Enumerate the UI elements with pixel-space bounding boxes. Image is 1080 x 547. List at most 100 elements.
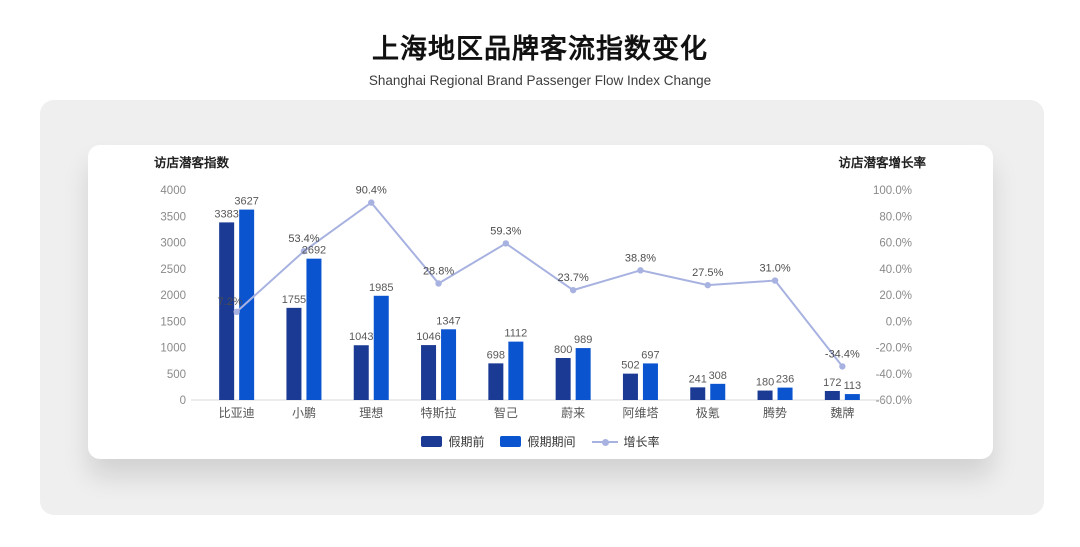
bar-value-label: 3627 <box>234 196 258 208</box>
bar-value-label: 1985 <box>369 282 393 294</box>
left-axis-tick: 2500 <box>160 264 186 276</box>
growth-rate-label: 38.8% <box>625 252 656 264</box>
right-axis-tick: 40.0% <box>879 264 912 276</box>
bar-value-label: 1046 <box>416 331 440 343</box>
right-axis-tick: 100.0% <box>873 185 912 197</box>
bar-假期前 <box>421 345 437 400</box>
bar-value-label: 180 <box>756 377 774 389</box>
bar-假期前 <box>353 345 369 400</box>
growth-rate-point <box>771 277 779 284</box>
flow-index-chart: 访店潜客指数 访店潜客增长率 0 500 1000 1500 2000 2500 3000 350… <box>154 155 926 420</box>
left-axis-tick: 4000 <box>160 185 186 197</box>
right-axis-title: 访店潜客增长率 <box>838 155 926 170</box>
bar-value-label: 113 <box>844 380 862 392</box>
legend-label-during-holiday: 假期期间 <box>527 435 576 449</box>
growth-rate-label: -34.4% <box>825 348 860 360</box>
right-axis-tick: 0.0% <box>886 316 912 328</box>
growth-rate-line <box>235 201 844 368</box>
bar-value-label: 1112 <box>504 328 527 340</box>
bar-value-label: 989 <box>574 334 592 346</box>
chart-legend: 假期前 假期期间 增长率 <box>88 433 993 450</box>
bar-假期前 <box>757 390 773 400</box>
bar-value-label: 1755 <box>282 294 306 306</box>
legend-label-before-holiday: 假期前 <box>448 435 485 449</box>
growth-rate-label: 7.2% <box>218 296 243 308</box>
bar-value-label: 697 <box>641 349 659 361</box>
category-label: 腾势 <box>763 405 787 420</box>
growth-rate-label: 53.4% <box>288 233 319 245</box>
growth-rate-label: 23.7% <box>558 272 589 284</box>
bar-假期前 <box>824 390 840 400</box>
bar-假期前 <box>622 373 638 400</box>
category-label: 特斯拉 <box>421 405 457 420</box>
legend-item-during-holiday[interactable]: 假期期间 <box>500 433 576 450</box>
right-axis-tick: -60.0% <box>876 395 912 407</box>
growth-rate-point <box>839 363 846 370</box>
growth-rate-point <box>233 308 240 315</box>
category-label: 小鹏 <box>292 406 316 420</box>
right-axis-tick: -40.0% <box>876 369 912 381</box>
during-holiday-swatch <box>500 436 522 447</box>
left-axis-tick: 1000 <box>160 343 186 355</box>
bar-假期前 <box>690 387 706 400</box>
left-axis-title: 访店潜客指数 <box>154 155 230 170</box>
category-label: 理想 <box>359 405 383 420</box>
bar-假期前 <box>219 222 235 400</box>
legend-item-growth-rate[interactable]: 增长率 <box>591 433 660 450</box>
growth-rate-point <box>637 267 644 274</box>
bar-value-label: 698 <box>487 349 505 361</box>
left-axis-tick: 2000 <box>160 290 186 302</box>
left-axis-tick: 1500 <box>160 316 186 328</box>
category-label: 魏牌 <box>830 405 854 420</box>
category-label: 阿维塔 <box>622 406 658 420</box>
bar-假期期间 <box>508 341 524 400</box>
bar-假期前 <box>488 363 504 400</box>
bar-value-label: 1347 <box>436 315 460 327</box>
bar-value-label: 241 <box>689 373 707 385</box>
bar-假期期间 <box>239 209 255 400</box>
category-label: 极氪 <box>696 405 720 420</box>
category-label: 蔚来 <box>561 406 585 420</box>
category-label: 智己 <box>494 405 518 420</box>
left-axis-tick: 500 <box>167 369 186 381</box>
category-label: 比亚迪 <box>219 406 255 420</box>
bar-假期期间 <box>777 387 793 400</box>
right-axis-tick: 20.0% <box>879 290 912 302</box>
growth-rate-label: 59.3% <box>490 225 521 237</box>
page-header: 上海地区品牌客流指数变化 Shanghai Regional Brand Pas… <box>0 0 1080 88</box>
page-subtitle: Shanghai Regional Brand Passenger Flow I… <box>368 73 712 88</box>
right-axis-tick: 80.0% <box>879 211 912 223</box>
before-holiday-swatch <box>421 436 443 447</box>
growth-rate-label: 31.0% <box>759 263 790 275</box>
bar-value-label: 2692 <box>302 245 326 257</box>
page-title: 上海地区品牌客流指数变化 <box>372 34 708 64</box>
growth-rate-line-marker <box>591 436 618 447</box>
chart-card: 访店潜客指数 访店潜客增长率 0 500 1000 1500 2000 2500 3000 350… <box>88 145 993 459</box>
chart-panel: 访店潜客指数 访店潜客增长率 0 500 1000 1500 2000 2500 3000 350… <box>40 100 1044 515</box>
right-axis-tick: -20.0% <box>876 343 912 355</box>
growth-rate-point <box>569 286 577 294</box>
growth-rate-point <box>368 199 375 206</box>
left-axis-tick: 3000 <box>160 238 186 250</box>
growth-rate-label: 28.8% <box>423 265 454 277</box>
legend-item-before-holiday[interactable]: 假期前 <box>421 433 484 450</box>
bar-假期期间 <box>441 329 457 400</box>
left-axis-tick: 0 <box>180 395 186 407</box>
bar-value-label: 308 <box>709 370 727 382</box>
growth-rate-point <box>704 281 711 289</box>
growth-rate-point <box>435 280 442 287</box>
bar-假期期间 <box>710 383 726 400</box>
bar-假期期间 <box>306 258 322 400</box>
bar-假期前 <box>286 307 302 400</box>
growth-rate-label: 27.5% <box>692 267 723 279</box>
growth-rate-point <box>300 247 308 255</box>
left-axis-tick: 3500 <box>160 211 186 223</box>
right-axis-tick: 60.0% <box>879 238 912 250</box>
bar-value-label: 1043 <box>349 331 373 343</box>
bar-假期期间 <box>642 363 658 400</box>
bar-value-label: 502 <box>621 360 639 372</box>
bar-value-label: 800 <box>554 344 572 356</box>
bar-假期前 <box>555 358 571 400</box>
legend-label-growth-rate: 增长率 <box>623 435 660 449</box>
growth-rate-label: 90.4% <box>356 185 387 197</box>
